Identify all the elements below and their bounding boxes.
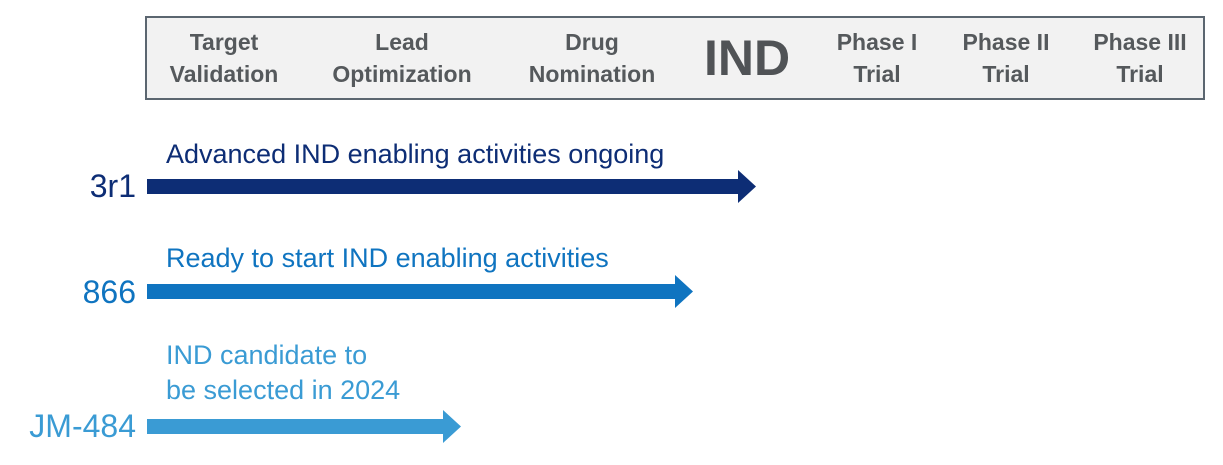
program-3r1-status: Advanced IND enabling activities ongoing bbox=[166, 139, 665, 169]
stage-drug-nomination: Drug Nomination bbox=[528, 29, 656, 87]
stage-phase-1-trial: Phase I Trial bbox=[836, 29, 918, 87]
program-866-name: 866 bbox=[82, 274, 136, 310]
program-3r1-arrow-shape bbox=[147, 170, 756, 203]
program-jm-484-arrow-shape bbox=[147, 410, 461, 443]
program-866-arrow-shape bbox=[147, 275, 693, 308]
program-866-status: Ready to start IND enabling activities bbox=[166, 243, 609, 273]
stage-ind: IND bbox=[703, 30, 791, 86]
development-stage-header: Target Validation Lead Optimization Drug… bbox=[145, 16, 1205, 100]
stage-lead-optimization: Lead Optimization bbox=[332, 29, 472, 87]
program-3r1-progress-arrow bbox=[147, 169, 757, 204]
program-866-progress-arrow bbox=[147, 274, 694, 309]
program-jm-484-name: JM-484 bbox=[29, 408, 136, 444]
stage-phase-3-trial: Phase III Trial bbox=[1093, 29, 1187, 87]
stage-phase-2-trial: Phase II Trial bbox=[962, 29, 1050, 87]
program-3r1-name: 3r1 bbox=[89, 168, 136, 204]
program-jm-484-progress-arrow bbox=[147, 409, 462, 444]
program-jm-484-status: IND candidate to be selected in 2024 bbox=[166, 340, 401, 405]
stage-target-validation: Target Validation bbox=[169, 29, 279, 87]
